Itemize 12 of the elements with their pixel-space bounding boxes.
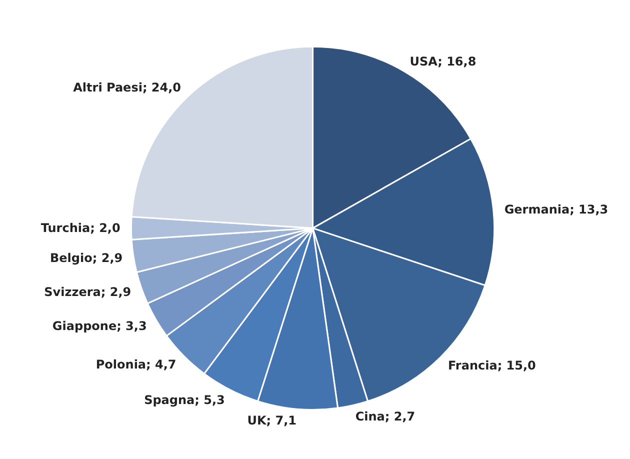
slice-label: Cina; 2,7 [355, 409, 416, 424]
slice-label: USA; 16,8 [410, 54, 476, 68]
slice-label: Spagna; 5,3 [144, 392, 225, 407]
slice-label: Francia; 15,0 [448, 358, 536, 373]
slice-label: Germania; 13,3 [504, 202, 608, 216]
slice-label: Altri Paesi; 24,0 [73, 80, 182, 94]
slice-label: Turchia; 2,0 [40, 221, 120, 236]
slice-label: Giappone; 3,3 [52, 318, 147, 333]
slice-label: Belgio; 2,9 [50, 250, 123, 265]
slice-label: UK; 7,1 [247, 414, 296, 428]
slice-label: Svizzera; 2,9 [44, 284, 132, 299]
slice-label: Polonia; 4,7 [96, 357, 176, 372]
